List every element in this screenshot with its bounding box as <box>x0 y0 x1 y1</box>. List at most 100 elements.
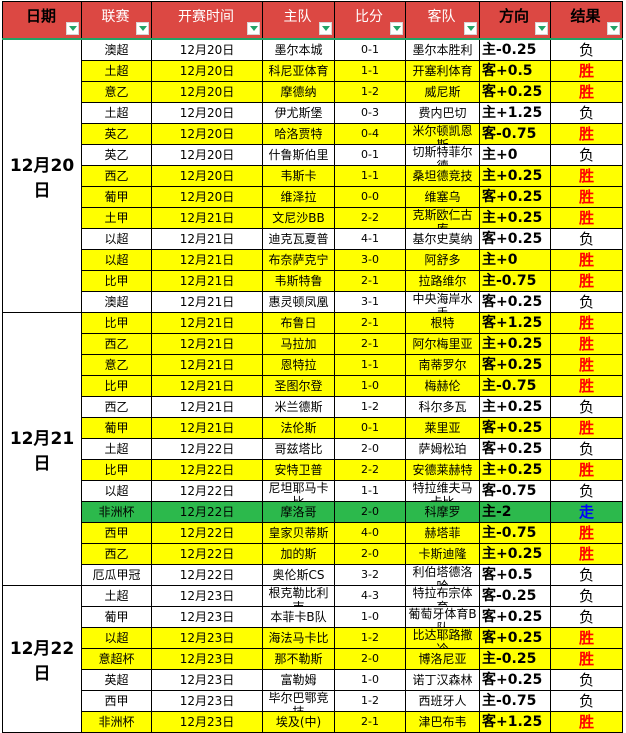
league-cell-text: 英乙 <box>104 126 129 141</box>
score-cell: 1-2 <box>334 626 406 649</box>
league-cell: 意乙 <box>81 353 152 376</box>
result-cell-text: 胜 <box>578 649 594 668</box>
filter-button[interactable] <box>136 21 149 35</box>
league-cell: 以超 <box>81 479 152 502</box>
score-cell-text: 0-1 <box>361 147 379 161</box>
handicap-cell: 客+0.25 <box>479 290 551 313</box>
result-cell: 胜 <box>550 80 623 103</box>
filter-button[interactable] <box>247 21 260 35</box>
kickoff-time-cell-text: 12月23日 <box>179 714 235 729</box>
league-cell-text: 比甲 <box>104 315 129 330</box>
table-row: 土超 12月20日 科尼亚体育 1-1 开塞利体育 客+0.5 胜 <box>3 59 623 82</box>
table-row: 葡甲 12月21日 法伦斯 0-1 莱里亚 客+0.25 胜 <box>3 416 623 439</box>
result-cell-text: 胜 <box>578 355 594 374</box>
score-cell: 2-1 <box>334 332 406 355</box>
league-cell: 非洲杯 <box>81 710 152 733</box>
home-team-cell-text: 毕尔巴鄂竞技 <box>268 690 329 710</box>
column-header-label: 结果 <box>570 7 601 26</box>
league-cell-text: 土超 <box>104 588 129 603</box>
handicap-cell-text: 主+0.25 <box>482 461 543 478</box>
result-cell: 胜 <box>550 710 623 733</box>
column-header-direction: 方向 <box>479 1 551 40</box>
away-team-cell: 萨姆松珀 <box>405 437 480 460</box>
kickoff-time-cell-text: 12月21日 <box>179 294 235 309</box>
home-team-cell: 惠灵顿凤凰 <box>262 290 335 313</box>
home-team-cell-text: 法伦斯 <box>280 420 317 435</box>
filter-button[interactable] <box>607 21 620 35</box>
away-team-cell: 梅赫伦 <box>405 374 480 397</box>
handicap-cell: 主+0 <box>479 143 551 166</box>
home-team-cell-text: 那不勒斯 <box>274 651 323 666</box>
away-team-cell-text: 基尔史莫纳 <box>412 231 473 246</box>
handicap-cell-text: 客+0.5 <box>482 566 533 583</box>
away-team-cell: 安德莱赫特 <box>405 458 480 481</box>
handicap-cell: 客+0.25 <box>479 416 551 439</box>
kickoff-time-cell-text: 12月20日 <box>179 105 235 120</box>
result-cell-text: 负 <box>578 481 594 500</box>
filter-button[interactable] <box>66 21 79 35</box>
result-cell-text: 胜 <box>578 523 594 542</box>
kickoff-time-cell: 12月20日 <box>151 80 263 103</box>
league-cell: 比甲 <box>81 374 152 397</box>
result-cell: 负 <box>550 143 623 166</box>
table-row: 以超 12月21日 迪克瓦夏普 4-1 基尔史莫纳 客+0.25 负 <box>3 227 623 250</box>
table-row: 英乙 12月20日 什鲁斯伯里 0-1 切斯特菲尔德主+0 负 <box>3 143 623 166</box>
result-cell-text: 胜 <box>578 628 594 647</box>
home-team-cell: 法伦斯 <box>262 416 335 439</box>
kickoff-time-cell-text: 12月22日 <box>179 462 235 477</box>
home-team-cell-text: 恩特拉 <box>280 357 317 372</box>
home-team-cell-text: 摩德纳 <box>280 84 317 99</box>
kickoff-time-cell: 12月21日 <box>151 353 263 376</box>
score-cell-text: 1-1 <box>361 63 379 77</box>
handicap-cell: 客+0.25 <box>479 227 551 250</box>
kickoff-time-cell: 12月21日 <box>151 248 263 271</box>
score-cell-text: 1-1 <box>361 357 379 371</box>
away-team-cell: 南蒂罗尔 <box>405 353 480 376</box>
kickoff-time-cell-text: 12月21日 <box>179 252 235 267</box>
home-team-cell-text: 哈洛贾特 <box>274 126 323 141</box>
kickoff-time-cell: 12月23日 <box>151 689 263 712</box>
filter-button[interactable] <box>319 21 332 35</box>
kickoff-time-cell: 12月21日 <box>151 311 263 334</box>
league-cell: 土超 <box>81 437 152 460</box>
table-row: 西乙 12月20日 韦斯卡 1-1 桑坦德竞技 主+0.25 胜 <box>3 164 623 187</box>
filter-button[interactable] <box>535 21 548 35</box>
handicap-cell: 客+0.25 <box>479 353 551 376</box>
result-cell: 胜 <box>550 353 623 376</box>
home-team-cell-text: 维泽拉 <box>280 189 317 204</box>
league-cell: 以超 <box>81 248 152 271</box>
away-team-cell: 莱里亚 <box>405 416 480 439</box>
home-team-cell: 墨尔本城 <box>262 38 335 61</box>
away-team-cell-text: 南蒂罗尔 <box>418 357 467 372</box>
result-cell-text: 负 <box>578 439 594 458</box>
away-team-cell-text: 葡萄牙体育B队 <box>408 606 477 626</box>
league-cell-text: 土超 <box>104 105 129 120</box>
home-team-cell: 什鲁斯伯里 <box>262 143 335 166</box>
league-cell-text: 西甲 <box>104 525 129 540</box>
league-cell-text: 葡甲 <box>104 189 129 204</box>
handicap-cell-text: 客+0.25 <box>482 188 543 205</box>
column-header-label: 联赛 <box>101 8 130 25</box>
score-cell: 1-2 <box>334 689 406 712</box>
kickoff-time-cell-text: 12月20日 <box>179 126 235 141</box>
score-cell: 1-0 <box>334 605 406 628</box>
away-team-cell: 津巴布韦 <box>405 710 480 733</box>
result-cell-text: 负 <box>578 397 594 416</box>
filter-button[interactable] <box>464 21 477 35</box>
column-header-label: 开赛时间 <box>178 8 234 25</box>
handicap-cell: 客-0.75 <box>479 479 551 502</box>
kickoff-time-cell: 12月21日 <box>151 332 263 355</box>
chevron-down-icon <box>249 25 258 31</box>
result-cell: 胜 <box>550 416 623 439</box>
result-cell: 胜 <box>550 647 623 670</box>
table-row: 葡甲 12月20日 维泽拉 0-0 维塞乌 客+0.25 胜 <box>3 185 623 208</box>
filter-button[interactable] <box>390 21 403 35</box>
table-row: 非洲杯 12月22日 摩洛哥 2-0 科摩罗 主-2 走 <box>3 500 623 523</box>
away-team-cell: 科尔多瓦 <box>405 395 480 418</box>
away-team-cell-text: 赫塔菲 <box>424 525 461 540</box>
result-cell: 胜 <box>550 185 623 208</box>
kickoff-time-cell: 12月21日 <box>151 395 263 418</box>
away-team-cell: 维塞乌 <box>405 185 480 208</box>
score-cell-text: 4-1 <box>361 231 379 245</box>
